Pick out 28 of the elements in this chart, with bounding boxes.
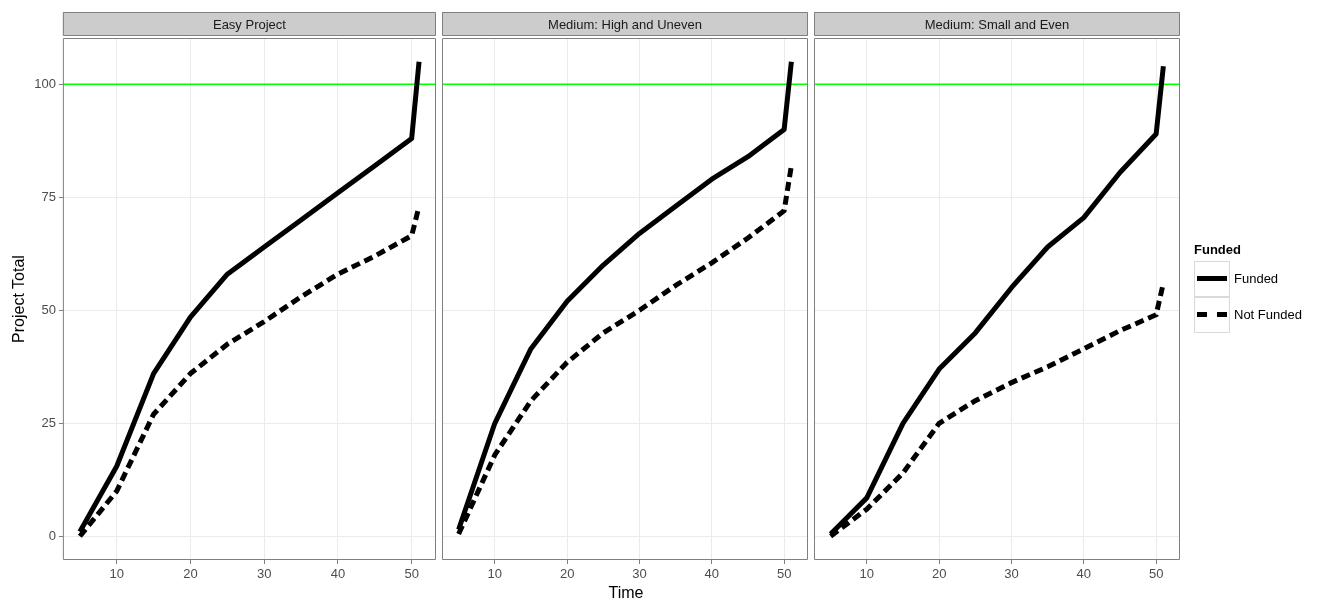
- x-tick-label: 10: [109, 566, 124, 582]
- chart-title: Medium: High and Uneven: [548, 16, 702, 32]
- legend-label: Funded: [1234, 271, 1279, 286]
- y-axis-title: Project Total: [10, 255, 28, 343]
- y-tick-label: 100: [34, 75, 56, 91]
- x-tick-label: 50: [776, 566, 792, 582]
- x-tick-label: 20: [931, 566, 947, 582]
- x-tick-label: 20: [559, 566, 575, 582]
- x-tick-label: 20: [183, 566, 198, 582]
- x-tick-label: 40: [1076, 566, 1092, 582]
- legend-label: Not Funded: [1234, 307, 1302, 322]
- y-tick-label: 50: [41, 301, 56, 317]
- chart-title: Medium: Small and Even: [924, 16, 1070, 32]
- chart-title: Easy Project: [212, 16, 287, 32]
- x-tick-label: 40: [704, 566, 720, 582]
- x-tick-label: 30: [632, 566, 647, 582]
- x-tick-label: 30: [1004, 566, 1019, 582]
- x-tick-label: 50: [1148, 566, 1164, 582]
- x-tick-label: 30: [256, 566, 272, 582]
- y-tick-label: 25: [41, 414, 56, 430]
- x-tick-label: 10: [487, 566, 503, 582]
- y-tick-label: 0: [48, 527, 56, 543]
- y-tick-label: 75: [41, 188, 56, 204]
- x-axis-title: Time: [607, 584, 645, 603]
- x-tick-label: 50: [404, 566, 419, 582]
- x-tick-label: 40: [330, 566, 346, 582]
- x-tick-label: 10: [859, 566, 875, 582]
- legend-title: Funded: [1194, 241, 1242, 257]
